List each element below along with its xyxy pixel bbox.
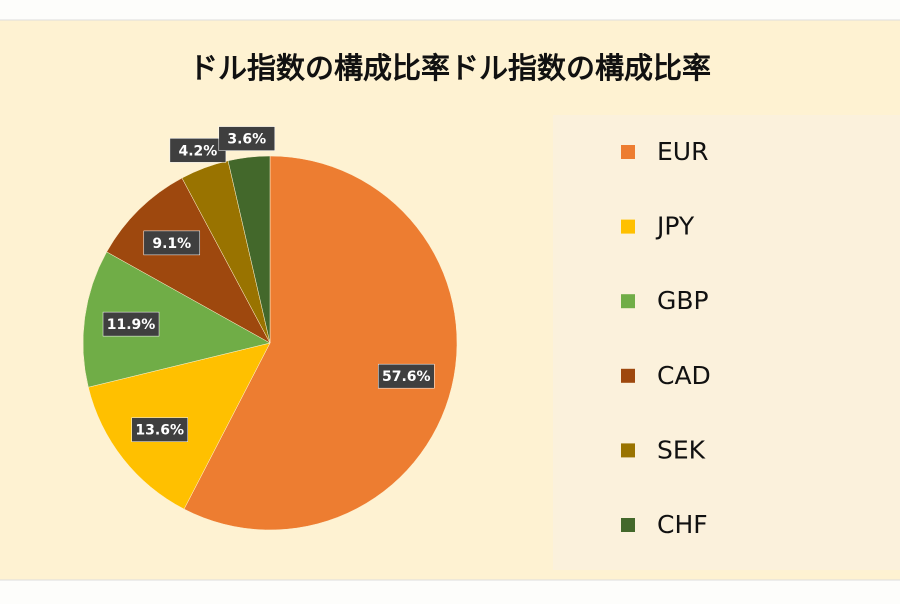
data-label-box xyxy=(169,138,227,163)
legend-swatch xyxy=(621,443,635,458)
legend-swatch xyxy=(621,518,635,532)
legend-label: SEK xyxy=(657,435,706,464)
data-label-box xyxy=(102,311,160,337)
legend-swatch xyxy=(621,294,635,309)
legend-label: CAD xyxy=(657,361,711,390)
pie-slice xyxy=(82,251,271,388)
data-label-box xyxy=(131,417,188,442)
pie-slice xyxy=(183,155,458,531)
data-label: 57.6% xyxy=(382,369,431,385)
data-label: 11.9% xyxy=(107,317,156,333)
legend-label: EUR xyxy=(657,137,708,166)
pie-slice xyxy=(227,155,271,344)
legend-swatch xyxy=(621,368,635,383)
legend-label: GBP xyxy=(657,286,709,315)
legend-label: CHF xyxy=(657,510,708,539)
legend-swatch xyxy=(621,219,635,234)
pie-slice xyxy=(106,177,271,344)
data-label-box xyxy=(378,363,435,389)
data-label: 4.2% xyxy=(178,143,217,159)
legend-label: JPY xyxy=(655,212,695,241)
chart-title: ドル指数の構成比率ドル指数の構成比率 xyxy=(189,51,711,85)
data-label: 3.6% xyxy=(227,132,266,148)
data-label-box xyxy=(143,230,201,256)
data-label: 9.1% xyxy=(152,236,191,252)
data-label-box xyxy=(218,126,276,151)
data-label: 13.6% xyxy=(135,423,184,439)
legend-swatch xyxy=(621,145,635,159)
legend-box xyxy=(553,115,900,570)
